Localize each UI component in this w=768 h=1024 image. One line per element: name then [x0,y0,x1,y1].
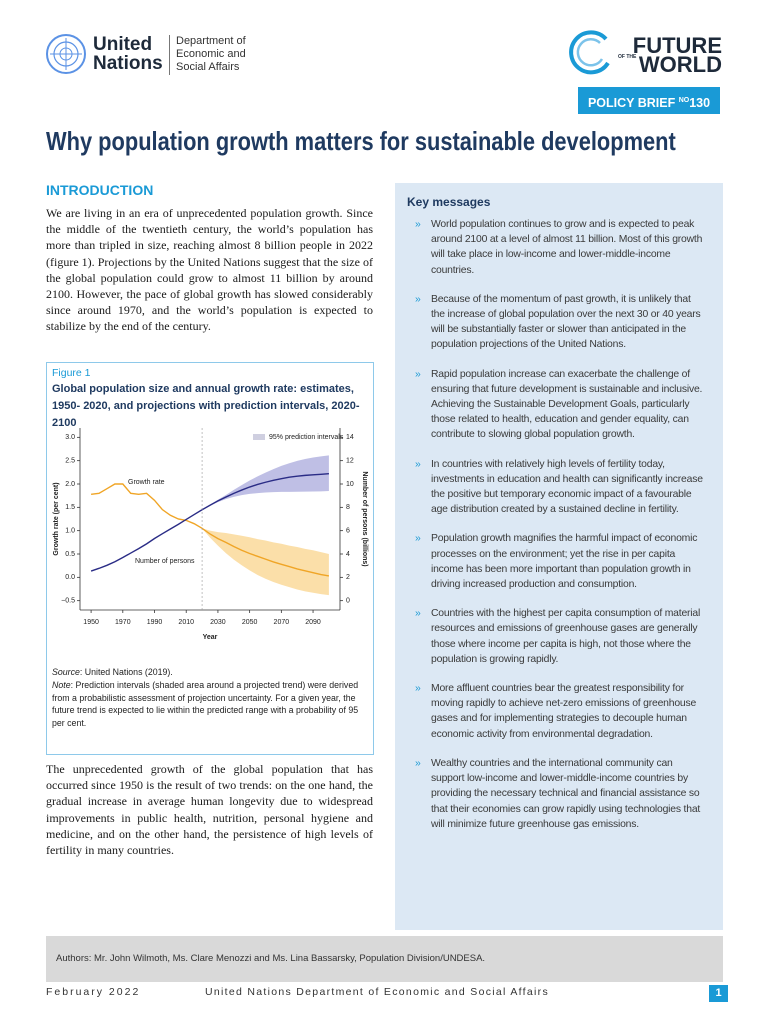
dept-line: Social Affairs [176,61,240,73]
authors-bar: Authors: Mr. John Wilmoth, Ms. Clare Men… [46,936,723,982]
y-tick-label: 2.0 [65,481,75,488]
y-tick-label: 1.5 [65,504,75,511]
series-annotation: Number of persons [135,558,195,565]
y2-tick-label: 4 [346,551,350,558]
source-label: Source [52,667,80,677]
key-message: Because of the momentum of past growth, … [415,292,705,353]
y2-tick-label: 14 [346,434,354,441]
x-tick-label: 2010 [178,619,194,626]
logo-word: OF THE [618,54,637,60]
figure-notes: Source: United Nations (2019). Note: Pre… [52,666,364,730]
dept-line: Department of [176,35,246,47]
badge-text: POLICY BRIEF [587,96,676,111]
key-message: World population continues to grow and i… [415,217,705,278]
badge-no: NO [678,97,690,104]
y-axis-label: Growth rate (per cent) [53,482,60,555]
figure-box: Figure 1 Global population size and annu… [46,362,374,755]
title: Why population growth matters for sustai… [46,126,676,156]
x-tick-label: 2070 [274,619,290,626]
y-tick-label: −0.5 [61,598,75,605]
department: Department of Economic and Social Affair… [176,35,246,74]
series-logo: FUTURE OF THE WORLD [604,33,722,77]
source: : United Nations (2019). [79,667,173,677]
legend-label: 95% prediction intervals [269,434,344,441]
key-message: Rapid population increase can exacerbate… [415,367,705,443]
x-axis-label: Year [203,634,218,641]
chart: −0.5 0.0 0.5 1.0 1.5 2.0 2.5 3.0 0 2 4 6 8 10 12 14 1950… [53,428,368,641]
future-logo-mark [569,30,610,75]
figure-caption: Global population size and annual growth… [52,383,360,429]
prediction-interval [202,528,329,596]
y2-tick-label: 2 [346,574,350,581]
key-message: More affluent countries bear the greates… [415,681,705,742]
legend-swatch [253,434,265,440]
y-tick-label: 0.5 [65,551,75,558]
y2-axis-label: Number of persons (billions) [361,471,368,566]
dept-line: Economic and [176,48,246,60]
key-messages-box: Key messages World population continues … [395,183,723,930]
x-tick-label: 1990 [147,619,163,626]
key-messages-heading: Key messages [407,195,491,209]
x-tick-label: 2090 [305,619,321,626]
divider [169,35,170,75]
logo-word: WORLD [638,52,722,77]
y2-tick-label: 6 [346,528,350,535]
key-message: Wealthy countries and the international … [415,756,705,832]
y2-tick-label: 10 [346,481,354,488]
footer-date: February 2022 [46,986,141,998]
x-tick-label: 2050 [242,619,258,626]
series-annotation: Growth rate [128,479,165,486]
series-line [90,473,329,572]
key-message: Countries with the highest per capita co… [415,606,705,667]
section-heading: INTRODUCTION [46,182,154,198]
figure-label: Figure 1 [52,367,91,379]
logo-word: FUTURE [632,33,722,58]
paragraph: The unprecedented growth of the global p… [46,762,373,858]
note-label: Note [52,679,71,690]
series-line [91,483,330,577]
footer-org: United Nations Department of Economic an… [205,986,549,998]
y2-tick-label: 12 [346,458,354,465]
note: : Prediction intervals (shaded area arou… [52,679,359,729]
x-tick-label: 2030 [210,619,226,626]
y-tick-label: 2.5 [65,458,75,465]
badge-number: 130 [689,96,711,111]
page-number: 1 [709,985,728,1002]
y2-tick-label: 8 [346,504,350,511]
key-message: In countries with relatively high levels… [415,457,705,518]
y-tick-label: 1.0 [65,528,75,535]
x-tick-label: 1970 [115,619,131,626]
un-emblem [46,34,86,74]
y2-tick-label: 0 [346,598,350,605]
y-tick-label: 0.0 [65,574,75,581]
x-tick-label: 1950 [83,619,99,626]
key-messages-list: World population continues to grow and i… [415,217,705,846]
authors: Authors: Mr. John Wilmoth, Ms. Clare Men… [56,953,486,964]
y-tick-label: 3.0 [65,434,75,441]
key-message: Population growth magnifies the harmful … [415,531,705,592]
org-name: United Nations [93,35,163,73]
org-line: Nations [93,53,163,74]
org-line: United [93,34,153,55]
policy-brief-badge: POLICY BRIEF NO130 [578,87,720,114]
paragraph: We are living in an era of unprecedented… [46,206,373,334]
